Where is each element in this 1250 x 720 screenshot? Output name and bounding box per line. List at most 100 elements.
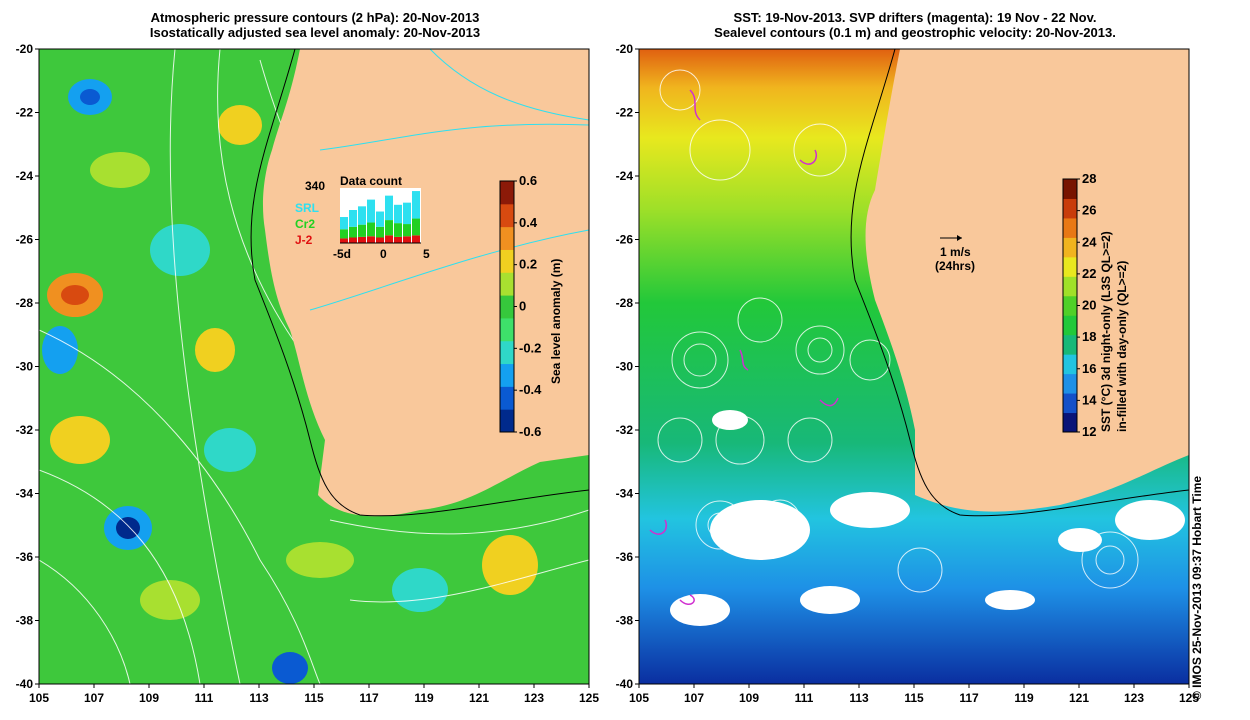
xtick-label: 125 (579, 691, 599, 705)
colorbar-tick-label: -0.4 (519, 382, 542, 397)
xtick-label: 117 (359, 691, 379, 705)
xtick-label: 105 (629, 691, 649, 705)
ytick-label: -30 (16, 360, 34, 374)
inset-bar (403, 224, 411, 237)
ytick-label: -36 (616, 550, 634, 564)
right-map (639, 49, 1189, 684)
inset-xtick-0: -5d (333, 247, 351, 261)
inset-bar (385, 195, 393, 221)
ytick-label: -34 (616, 487, 634, 501)
shelf-break (250, 49, 589, 517)
ytick-label: -22 (616, 106, 634, 120)
inset-series-cr2: Cr2 (295, 217, 315, 231)
xtick-label: 109 (139, 691, 159, 705)
inset-bar (340, 229, 348, 239)
colorbar-swatch (500, 272, 514, 296)
colorbar-swatch (500, 317, 514, 342)
left-title-line1: Atmospheric pressure contours (2 hPa): 2… (150, 10, 480, 25)
inset-series-j2: J-2 (295, 233, 313, 247)
colorbar-swatch (500, 249, 514, 273)
ytick-label: -22 (16, 106, 34, 120)
right-title: SST: 19-Nov-2013. SVP drifters (magenta)… (640, 10, 1190, 40)
ytick-label: -20 (616, 42, 634, 56)
ytick-label: -28 (16, 296, 34, 310)
inset-bar (367, 199, 375, 223)
colorbar-swatch (500, 409, 514, 433)
colorbar-tick-label: 0.4 (519, 215, 538, 230)
colorbar-swatch (1063, 217, 1077, 238)
xtick-label: 121 (1069, 691, 1089, 705)
inset-bar (376, 226, 384, 238)
data-count-inset (340, 188, 421, 244)
right-shelf-break (850, 49, 1189, 517)
colorbar-tick-label: 22 (1082, 266, 1096, 281)
xtick-label: 107 (84, 691, 104, 705)
inset-xtick-2: 5 (423, 247, 430, 261)
colorbar-swatch (1063, 179, 1077, 199)
ytick-label: -38 (16, 614, 34, 628)
colorbar-swatch (500, 295, 514, 319)
inset-bar (340, 217, 348, 230)
ytick-label: -40 (616, 677, 634, 691)
inset-count: 340 (305, 179, 325, 193)
colorbar-swatch (1063, 295, 1077, 316)
left-title-line2: Isostatically adjusted sea level anomaly… (149, 25, 481, 40)
xtick-label: 121 (469, 691, 489, 705)
colorbar-swatch (500, 226, 514, 250)
colorbar-tick-label: -0.2 (519, 340, 541, 355)
colorbar-swatch (1063, 412, 1077, 433)
xtick-label: 113 (849, 691, 869, 705)
cloud-gaps (670, 410, 1185, 626)
colorbar-tick-label: 0.6 (519, 173, 537, 188)
inset-bar (340, 238, 348, 243)
xtick-label: 111 (195, 691, 214, 705)
ytick-label: -32 (616, 423, 634, 437)
velocity-scale (940, 235, 962, 241)
xtick-label: 107 (684, 691, 704, 705)
sealevel-eddies (657, 69, 1139, 593)
ytick-label: -20 (16, 42, 34, 56)
inset-bar (412, 218, 420, 236)
inset-bar (403, 236, 411, 243)
inset-bar (376, 211, 384, 227)
xtick-label: 125 (1179, 691, 1199, 705)
right-land (865, 49, 1189, 512)
colorbar-swatch (1063, 315, 1077, 336)
xtick-label: 105 (29, 691, 49, 705)
velocity-scale-label2: (24hrs) (935, 259, 975, 273)
right-title-line2: Sealevel contours (0.1 m) and geostrophi… (714, 25, 1116, 40)
inset-series-srl: SRL (295, 201, 319, 215)
inset-bar (394, 223, 402, 237)
ytick-label: -26 (16, 233, 34, 247)
colorbar-swatch (1063, 354, 1077, 375)
colorbar-tick-label: 16 (1082, 361, 1096, 376)
xtick-label: 109 (739, 691, 759, 705)
sst-colorbar-title-2: in-filled with day-only (QL>=2) (1115, 261, 1129, 432)
xtick-label: 123 (524, 691, 544, 705)
inset-bar (385, 220, 393, 236)
colorbar-swatch (1063, 373, 1077, 394)
xtick-label: 117 (959, 691, 979, 705)
right-title-line1: SST: 19-Nov-2013. SVP drifters (magenta)… (733, 10, 1097, 25)
colorbar-swatch (1063, 237, 1077, 258)
xtick-label: 123 (1124, 691, 1144, 705)
inset-xtick-1: 0 (380, 247, 387, 261)
inset-bar (349, 237, 357, 243)
altimeter-tracks (309, 49, 589, 311)
inset-bar (412, 191, 420, 219)
xtick-label: 115 (304, 691, 324, 705)
inset-bar (394, 204, 402, 224)
ytick-label: -28 (616, 296, 634, 310)
xtick-label: 115 (904, 691, 924, 705)
sst-colorbar-title-1: SST (°C) 3d night-only (L3S QL>=2) (1099, 231, 1113, 432)
colorbar-tick-label: 24 (1082, 234, 1097, 249)
inset-bar (394, 236, 402, 243)
ytick-label: -32 (16, 423, 34, 437)
inset-bar (349, 210, 357, 227)
colorbar-tick-label: 0 (519, 299, 526, 314)
ytick-label: -30 (616, 360, 634, 374)
xtick-label: 119 (1014, 691, 1034, 705)
xtick-label: 119 (414, 691, 434, 705)
